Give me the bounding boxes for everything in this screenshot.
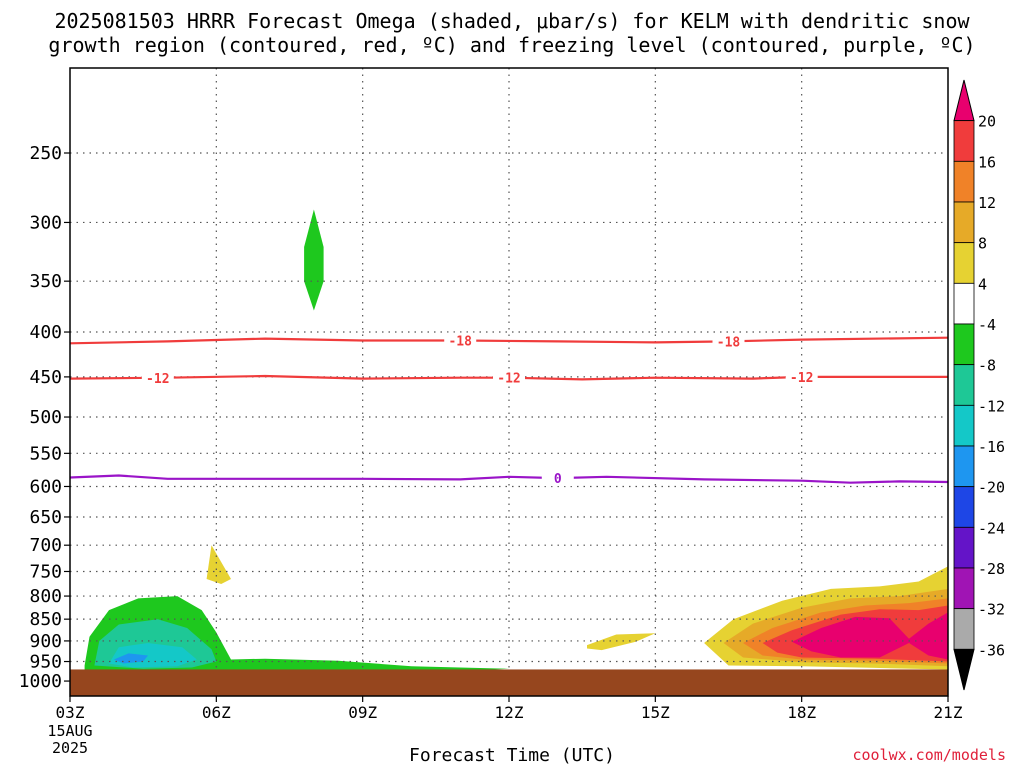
colorbar-bin-7 (953, 364, 975, 406)
colorbar-bin-9 (953, 445, 975, 488)
x-tick-label-03Z: 03Z (56, 703, 85, 722)
y-tick-label-600: 600 (29, 476, 62, 497)
colorbar-label-1: 16 (978, 153, 996, 171)
x-tick-label-18Z: 18Z (787, 703, 816, 722)
y-tick-label-550: 550 (29, 443, 62, 464)
contour-label-0-0: 0 (554, 472, 562, 487)
colorbar-bin-1 (953, 120, 975, 162)
y-tick-label-800: 800 (29, 586, 62, 607)
colorbar-label-2: 12 (978, 194, 996, 212)
plot-area: -18 -18 -12 -12 -12 0 (70, 68, 948, 696)
y-tick-label-250: 250 (29, 143, 62, 164)
x-tick-label-15Z: 15Z (641, 703, 670, 722)
colorbar-label-13: -36 (978, 641, 1005, 659)
colorbar-label-9: -20 (978, 479, 1005, 497)
colorbar-bin-8 (953, 404, 975, 447)
colorbar-label-7: -12 (978, 397, 1005, 415)
omega-region-6 (587, 633, 656, 651)
colorbar-bin-2 (953, 160, 975, 203)
omega-region-5 (206, 545, 231, 584)
colorbar-bin-5 (953, 282, 975, 325)
colorbar-bin-13 (953, 608, 975, 650)
colorbar-arrow-top (953, 79, 975, 122)
chart-title-line-1: 2025081503 HRRR Forecast Omega (shaded, … (54, 9, 970, 33)
chart-title-line-2: growth region (contoured, red, ºC) and f… (48, 33, 976, 57)
colorbar-label-11: -28 (978, 560, 1005, 578)
contour-label--18-1: -18 (717, 335, 741, 350)
colorbar-bin-12 (953, 567, 975, 610)
ground-below-surface (70, 669, 948, 696)
colorbar-arrow-bottom (953, 648, 975, 691)
y-tick-label-500: 500 (29, 407, 62, 428)
colorbar-label-5: -4 (978, 316, 996, 334)
colorbar-label-3: 8 (978, 235, 987, 253)
x-tick-date: 15AUG (47, 722, 92, 740)
y-tick-label-300: 300 (29, 212, 62, 233)
y-tick-label-1000: 1000 (19, 671, 62, 692)
x-axis-label: Forecast Time (UTC) (409, 745, 615, 766)
colorbar-label-0: 20 (978, 113, 996, 131)
colorbar-bin-4 (953, 242, 975, 284)
x-tick-label-06Z: 06Z (202, 703, 231, 722)
x-tick-label-09Z: 09Z (348, 703, 377, 722)
credit-text: coolwx.com/models (852, 746, 1006, 764)
x-tick-year: 2025 (52, 739, 88, 757)
y-tick-label-950: 950 (29, 652, 62, 673)
colorbar-bin-11 (953, 526, 975, 569)
y-tick-label-750: 750 (29, 561, 62, 582)
x-tick-label-21Z: 21Z (934, 703, 963, 722)
contour-label--12-2: -12 (790, 371, 813, 386)
contour-label--12-0: -12 (146, 372, 169, 387)
colorbar-label-12: -32 (978, 601, 1005, 619)
colorbar-label-8: -16 (978, 438, 1005, 456)
y-tick-label-900: 900 (29, 631, 62, 652)
y-tick-label-700: 700 (29, 535, 62, 556)
colorbar-label-10: -24 (978, 519, 1005, 537)
contour-line-0 (70, 474, 948, 484)
y-tick-label-350: 350 (29, 271, 62, 292)
x-tick-label-12Z: 12Z (495, 703, 524, 722)
y-tick-label-400: 400 (29, 322, 62, 343)
colorbar-bin-10 (953, 486, 975, 528)
contour-label--12-1: -12 (497, 372, 520, 387)
y-tick-label-450: 450 (29, 367, 62, 388)
contour-line--18 (70, 336, 948, 345)
colorbar: 20 16 12 8 4 -4 -8 -12 -16 -20 -24 -28 -32 -36 (953, 79, 1005, 691)
y-tick-label-650: 650 (29, 507, 62, 528)
y-tick-label-850: 850 (29, 609, 62, 630)
colorbar-label-4: 4 (978, 275, 987, 293)
omega-region-11 (791, 612, 948, 660)
colorbar-bin-6 (953, 323, 975, 366)
colorbar-bin-3 (953, 201, 975, 244)
colorbar-label-6: -8 (978, 357, 996, 375)
contour-label--18-0: -18 (448, 335, 472, 350)
omega-region-1 (304, 209, 324, 311)
